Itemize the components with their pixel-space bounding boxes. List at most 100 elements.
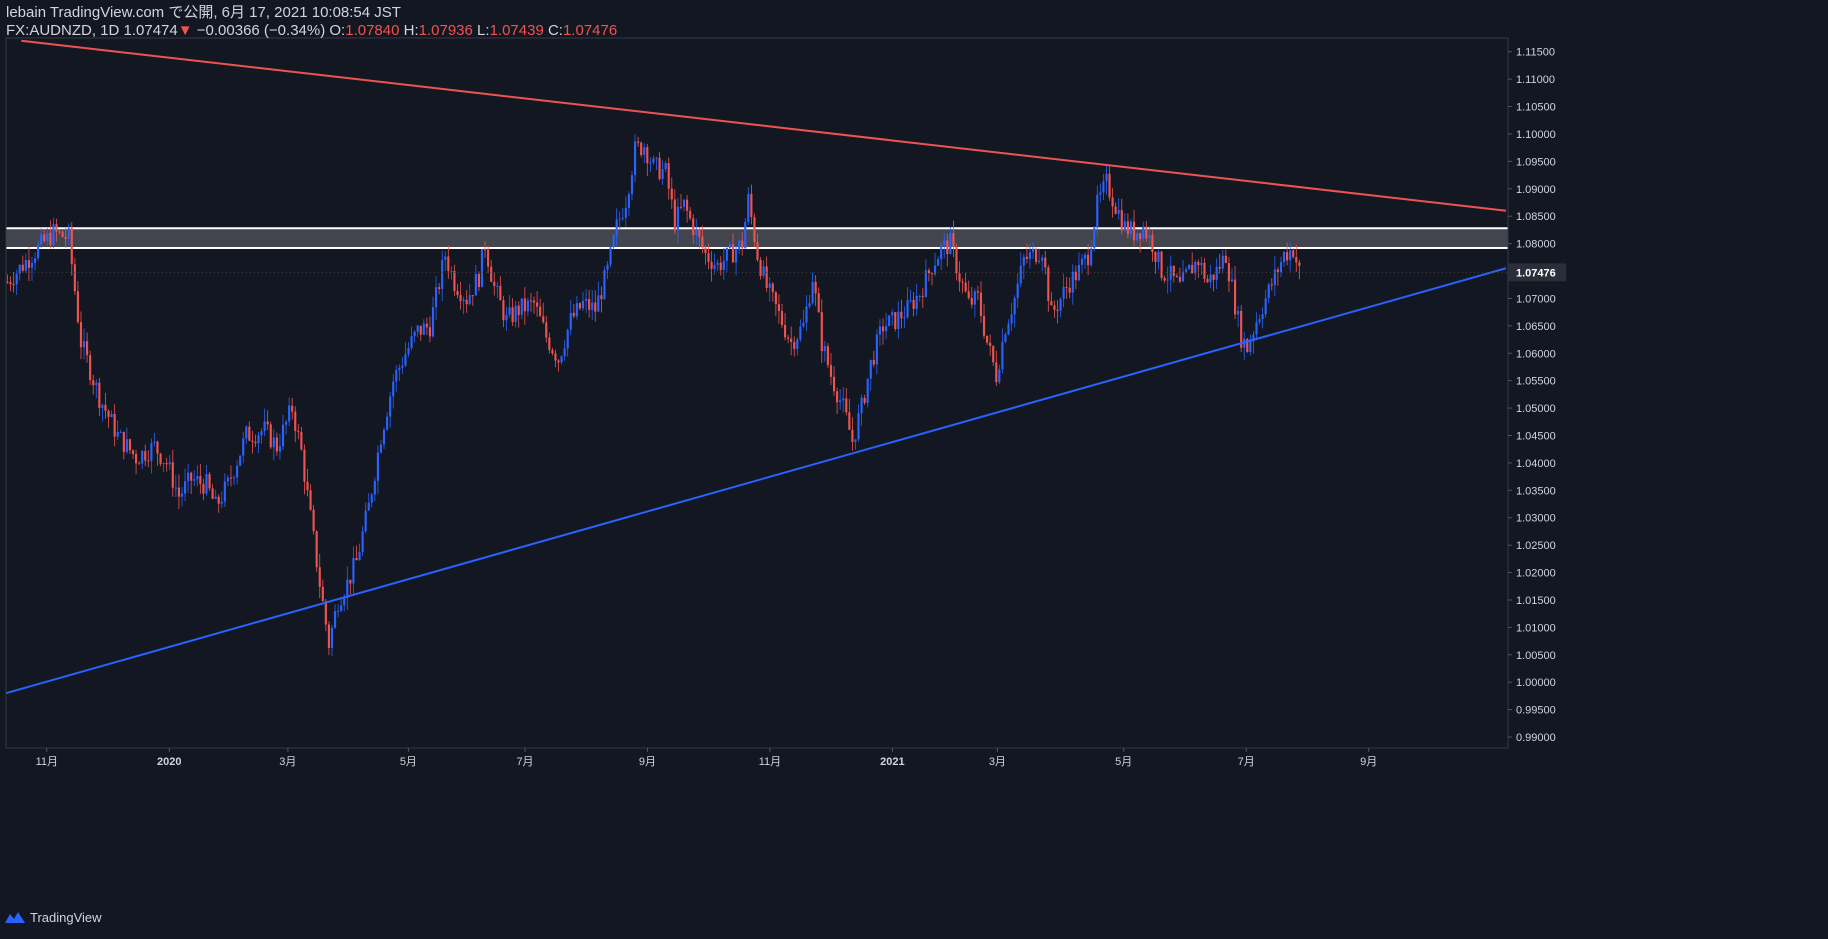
candle-body xyxy=(667,163,670,189)
candle-body xyxy=(1151,235,1154,253)
candle-body xyxy=(242,438,245,456)
y-tick-label: 1.05000 xyxy=(1516,403,1556,415)
candle-body xyxy=(933,265,937,275)
candle-body xyxy=(787,337,790,339)
candle-body xyxy=(836,391,839,403)
price-axis[interactable]: 1.11500 1.11000 1.10500 1.10000 1.09500 1.090… xyxy=(1508,47,1556,744)
price-tag-bg xyxy=(1508,263,1566,282)
candle-body xyxy=(1093,227,1096,249)
candle-body xyxy=(1004,334,1007,342)
candle-body xyxy=(1172,265,1175,276)
candle-body xyxy=(860,397,863,414)
footer-brand[interactable]: TradingView xyxy=(4,910,102,925)
candle-body xyxy=(232,477,236,479)
trendlines[interactable] xyxy=(5,39,1507,695)
candle-body xyxy=(976,291,979,293)
candle-body xyxy=(750,193,753,218)
candle-body xyxy=(1129,221,1133,235)
candle-body xyxy=(251,440,254,442)
candle-body xyxy=(147,460,150,462)
candle-body xyxy=(909,299,912,301)
candle-body xyxy=(1286,252,1289,261)
candle-body xyxy=(903,317,906,319)
candle-body xyxy=(1191,264,1194,274)
candle-body xyxy=(511,307,514,322)
candle-body xyxy=(1258,319,1261,323)
y-tick-label: 1.11500 xyxy=(1516,47,1555,59)
candle-body xyxy=(612,235,615,248)
candle-body xyxy=(1292,250,1295,257)
candle-body xyxy=(575,303,578,317)
candle-body xyxy=(545,322,548,338)
candle-body xyxy=(171,462,174,488)
candle-body xyxy=(1276,269,1279,273)
candle-body xyxy=(144,451,147,461)
candle-body xyxy=(594,302,597,312)
candle-body xyxy=(174,487,177,489)
candle-body xyxy=(539,306,542,317)
candle-body xyxy=(1166,279,1169,281)
candle-body xyxy=(1056,309,1059,311)
candle-body xyxy=(1019,265,1022,284)
candle-body xyxy=(327,624,330,649)
candle-body xyxy=(413,331,416,337)
y-tick-label: 1.03500 xyxy=(1516,485,1556,497)
candle-body xyxy=(523,298,526,312)
candle-body xyxy=(122,431,125,452)
candle-body xyxy=(275,437,278,452)
chart-header: lebain TradingView.com で公開, 6月 17, 2021 … xyxy=(6,4,617,40)
candle-body xyxy=(878,326,882,335)
candle-body xyxy=(162,463,165,465)
candle-body xyxy=(1197,261,1200,266)
symbol[interactable]: FX:AUDNZD, 1D xyxy=(6,22,120,39)
y-tick-label: 1.11000 xyxy=(1516,74,1555,86)
candle-body xyxy=(759,259,762,276)
candle-body xyxy=(337,610,340,612)
y-tick-label: 1.09000 xyxy=(1516,184,1556,196)
candle-body xyxy=(597,295,600,312)
candle-body xyxy=(722,260,725,270)
candle-body xyxy=(1083,254,1087,259)
candle-body xyxy=(753,217,756,243)
candle-body xyxy=(1240,310,1243,348)
candle-body xyxy=(101,404,104,408)
candle-body xyxy=(183,481,187,494)
candle-body xyxy=(872,359,875,365)
candle-body xyxy=(1059,298,1062,311)
candle-body xyxy=(55,224,58,232)
candle-body xyxy=(618,218,621,220)
candle-body xyxy=(321,586,324,602)
open-value: 1.07840 xyxy=(345,22,400,39)
candle-body xyxy=(291,405,294,412)
candle-body xyxy=(76,291,79,323)
candle-body xyxy=(970,297,973,305)
y-tick-label: 1.07000 xyxy=(1516,293,1556,305)
candle-body xyxy=(664,163,667,170)
candle-body xyxy=(682,199,686,207)
candle-body xyxy=(1279,262,1283,273)
candle-body xyxy=(692,218,695,236)
candle-body xyxy=(508,307,511,315)
candle-body xyxy=(487,249,490,267)
candle-body xyxy=(422,323,425,335)
candle-body xyxy=(52,224,55,245)
candle-body xyxy=(196,476,199,480)
candle-body xyxy=(309,490,312,510)
candle-body xyxy=(392,381,395,397)
candle-body xyxy=(27,260,30,268)
time-axis[interactable]: 11月 2020 3月 5月 7月 9月 11月 2021 3月 5月 7月 9月 xyxy=(36,748,1378,768)
candle-body xyxy=(609,247,612,265)
candle-body xyxy=(1010,314,1013,324)
candle-body xyxy=(1016,283,1019,299)
candle-body xyxy=(425,323,428,328)
candle-body xyxy=(395,370,398,382)
candle-body xyxy=(906,300,909,318)
candle-body xyxy=(768,283,771,288)
candle-body xyxy=(70,228,73,265)
candle-body xyxy=(952,233,955,247)
candle-body xyxy=(572,312,575,317)
candle-body xyxy=(930,273,934,275)
axes xyxy=(5,37,1509,749)
candle-body xyxy=(551,349,554,354)
